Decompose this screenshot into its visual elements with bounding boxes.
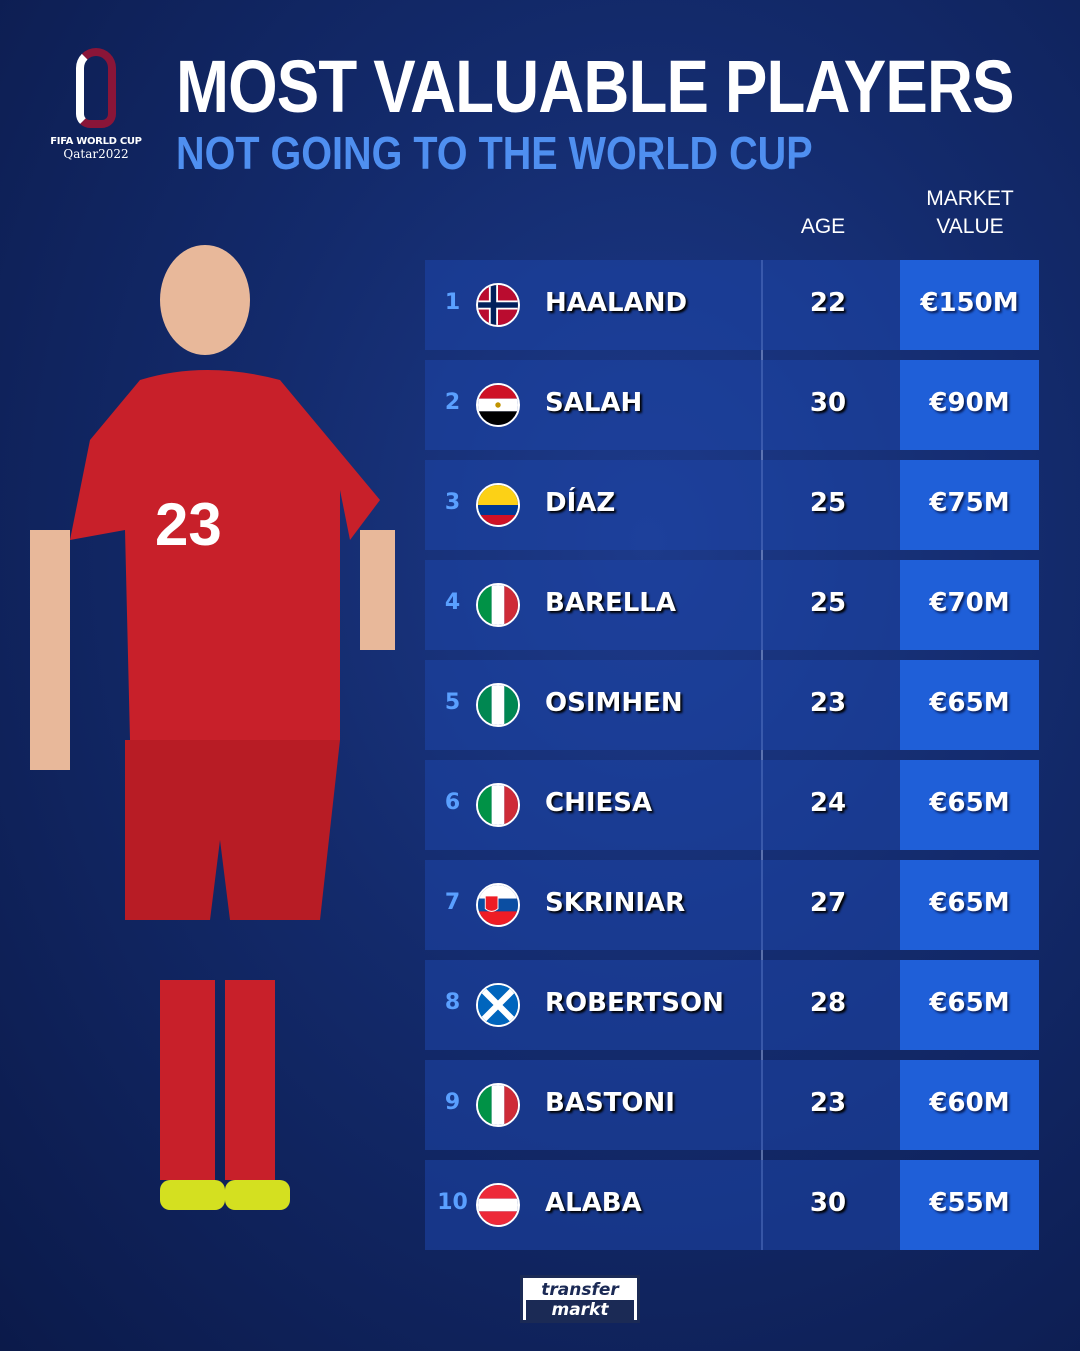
rank: 5 <box>444 690 461 715</box>
colombia-flag-icon <box>476 483 520 527</box>
player-name: OSIMHEN <box>545 688 683 718</box>
table-row: 5 OSIMHEN 23 €65M <box>425 660 1039 750</box>
player-age: 25 <box>809 588 847 618</box>
austria-flag-icon <box>476 1183 520 1227</box>
market-value: €150M <box>900 260 1039 350</box>
transfermarkt-logo: transfer markt <box>520 1275 640 1323</box>
player-shirt <box>70 370 380 740</box>
rank: 8 <box>444 990 461 1015</box>
player-age: 22 <box>809 288 847 318</box>
player-name: SALAH <box>545 388 643 418</box>
table-row: 2 SALAH 30 €90M <box>425 360 1039 450</box>
logo-line1: FIFA WORLD CUP <box>50 136 142 147</box>
market-value: €60M <box>900 1060 1039 1150</box>
table-row: 9 BASTONI 23 €60M <box>425 1060 1039 1150</box>
scotland-flag-icon <box>476 983 520 1027</box>
player-age: 28 <box>809 988 847 1018</box>
player-age: 25 <box>809 488 847 518</box>
player-head <box>160 245 250 355</box>
market-value: €75M <box>900 460 1039 550</box>
rank: 2 <box>444 390 461 415</box>
logo-text-1: transfer <box>541 1280 619 1300</box>
player-shorts <box>125 740 340 920</box>
header-value-line2: VALUE <box>936 215 1004 238</box>
italy-flag-icon <box>476 583 520 627</box>
market-value: €65M <box>900 860 1039 950</box>
rank: 7 <box>444 890 461 915</box>
italy-flag-icon <box>476 783 520 827</box>
table-row: 10 ALABA 30 €55M <box>425 1160 1039 1250</box>
logo-line2: Qatar2022 <box>63 147 129 161</box>
italy-flag-icon <box>476 1083 520 1127</box>
nigeria-flag-icon <box>476 683 520 727</box>
rank: 3 <box>444 490 461 515</box>
table-row: 6 CHIESA 24 €65M <box>425 760 1039 850</box>
player-name: BASTONI <box>545 1088 675 1118</box>
market-value: €55M <box>900 1160 1039 1250</box>
table-row: 1 HAALAND 22 €150M <box>425 260 1039 350</box>
player-age: 23 <box>809 688 847 718</box>
player-name: BARELLA <box>545 588 676 618</box>
logo-text-2: markt <box>526 1300 634 1320</box>
table-row: 7 SKRINIAR 27 €65M <box>425 860 1039 950</box>
trophy-icon <box>76 48 116 128</box>
header-value-line1: MARKET <box>926 187 1014 210</box>
rank: 1 <box>444 290 461 315</box>
player-age: 23 <box>809 1088 847 1118</box>
market-value: €70M <box>900 560 1039 650</box>
norway-flag-icon <box>476 283 520 327</box>
player-photo: 23 <box>30 245 395 1210</box>
rank: 9 <box>444 1090 461 1115</box>
table-row: 3 DÍAZ 25 €75M <box>425 460 1039 550</box>
page-title: MOST VALUABLE PLAYERS <box>176 45 1015 128</box>
shirt-number: 23 <box>155 491 222 558</box>
player-name: ALABA <box>545 1188 642 1218</box>
market-value: €65M <box>900 660 1039 750</box>
page-subtitle: NOT GOING TO THE WORLD CUP <box>176 127 813 179</box>
player-name: DÍAZ <box>545 488 616 518</box>
rank: 4 <box>444 590 461 615</box>
player-name: ROBERTSON <box>545 988 724 1018</box>
player-age: 24 <box>809 788 847 818</box>
table-row: 8 ROBERTSON 28 €65M <box>425 960 1039 1050</box>
slovakia-flag-icon <box>476 883 520 927</box>
table-row: 4 BARELLA 25 €70M <box>425 560 1039 650</box>
player-age: 30 <box>809 388 847 418</box>
rank: 10 <box>437 1190 468 1215</box>
player-name: CHIESA <box>545 788 653 818</box>
header-market-value: MARKET VALUE <box>900 185 1040 241</box>
fifa-world-cup-logo: FIFA WORLD CUP Qatar2022 <box>46 48 146 161</box>
egypt-flag-icon <box>476 383 520 427</box>
market-value: €90M <box>900 360 1039 450</box>
market-value: €65M <box>900 760 1039 850</box>
player-age: 27 <box>809 888 847 918</box>
market-value: €65M <box>900 960 1039 1050</box>
column-divider <box>761 260 763 1250</box>
rank: 6 <box>444 790 461 815</box>
player-name: SKRINIAR <box>545 888 686 918</box>
player-age: 30 <box>809 1188 847 1218</box>
header-age: AGE <box>800 215 846 238</box>
player-name: HAALAND <box>545 288 688 318</box>
